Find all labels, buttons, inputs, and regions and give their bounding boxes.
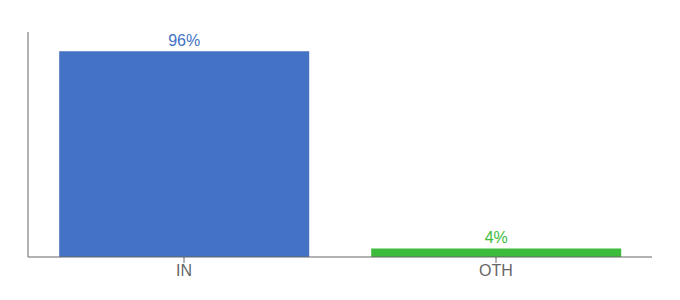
svg-text:96%: 96% [168,32,200,49]
svg-text:OTH: OTH [479,262,513,279]
svg-text:IN: IN [176,262,192,279]
svg-text:4%: 4% [485,229,508,246]
